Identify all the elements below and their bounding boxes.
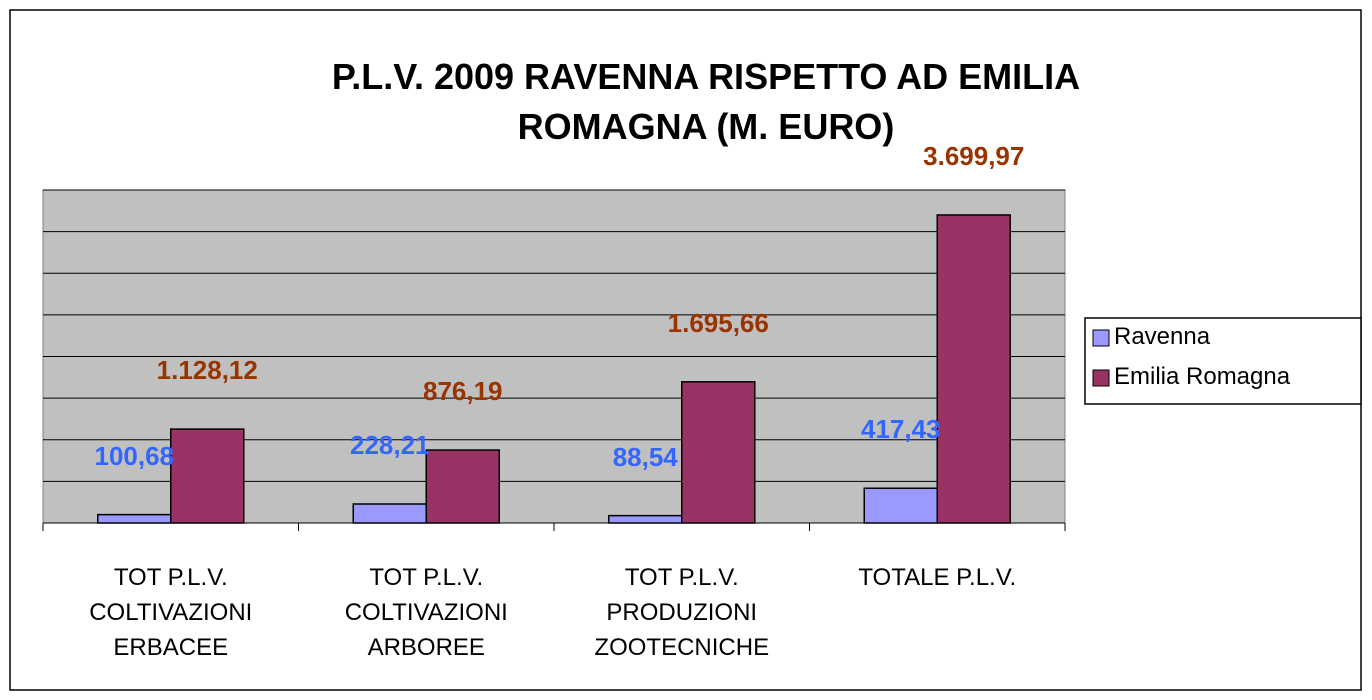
data-label: 1.128,12 [156, 355, 258, 386]
data-label: 88,54 [612, 441, 678, 472]
bar [681, 381, 756, 524]
bar [608, 514, 683, 524]
bar [170, 428, 245, 524]
data-label: 100,68 [94, 440, 175, 471]
x-tick-label: TOTALE P.L.V. [858, 564, 1017, 591]
legend-label: Emilia Romagna [1114, 363, 1291, 390]
bar [936, 214, 1011, 524]
legend-box [1084, 317, 1362, 405]
data-label: 1.695,66 [667, 307, 769, 338]
x-tick-label: TOT P.L.V. COLTIVAZIONI ERBACEE [89, 564, 253, 661]
data-label: 228,21 [349, 430, 430, 460]
bar [97, 513, 172, 524]
legend-swatch [1092, 369, 1110, 387]
bar [352, 503, 427, 524]
data-label: 417,43 [860, 414, 941, 445]
legend-label: Ravenna [1114, 323, 1211, 350]
data-label: 876,19 [422, 376, 503, 407]
legend-swatch [1092, 329, 1110, 347]
data-label: 3.699,97 [923, 140, 1025, 171]
bar [425, 449, 500, 524]
bar [863, 487, 938, 524]
x-tick-label: TOT P.L.V. COLTIVAZIONI ARBOREE [344, 564, 508, 661]
chart-title: P.L.V. 2009 RAVENNA RISPETTO AD EMILIA R… [331, 56, 1081, 147]
x-tick-label: TOT P.L.V. PRODUZIONI ZOOTECNICHE [594, 564, 770, 661]
